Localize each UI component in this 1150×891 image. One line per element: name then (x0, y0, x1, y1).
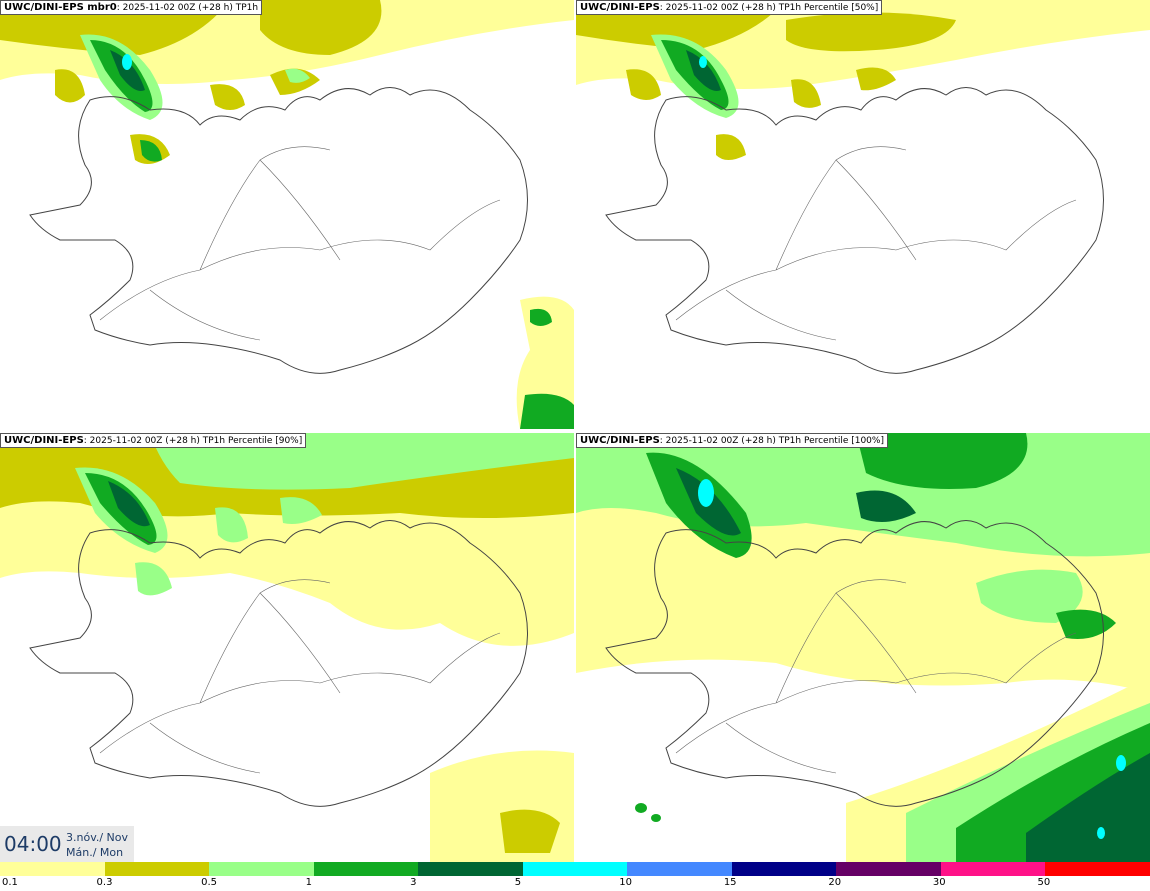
panel-title: UWC/DINI-EPS: 2025-11-02 00Z (+28 h) TP1… (576, 433, 888, 448)
legend-swatch (418, 862, 523, 876)
precip-map (0, 0, 574, 429)
legend-swatch (104, 862, 210, 876)
legend-swatch (313, 862, 419, 876)
legend-label: 30 (932, 877, 946, 888)
valid-date-line: 3.nóv./ Nov (66, 831, 129, 844)
coastline-iceland (605, 520, 1104, 807)
road-network (99, 579, 501, 774)
map-panel-percentile-50: UWC/DINI-EPS: 2025-11-02 00Z (+28 h) TP1… (576, 0, 1150, 429)
color-legend-bar (0, 862, 1150, 876)
precip-field (0, 433, 574, 862)
legend-label: 1 (305, 877, 312, 888)
valid-time-date: 3.nóv./ Nov Mán./ Mon (66, 830, 128, 860)
coastline-iceland (29, 520, 528, 807)
legend-swatch (836, 862, 941, 876)
legend-label: 50 (1037, 877, 1051, 888)
legend-swatch (522, 862, 628, 876)
legend-swatch (209, 862, 314, 876)
precip-field (576, 0, 1150, 160)
panel-title: UWC/DINI-EPS mbr0: 2025-11-02 00Z (+28 h… (0, 0, 263, 15)
legend-label: 3 (410, 877, 417, 888)
color-legend-labels: 0.1 0.3 0.5 1 3 5 10 15 20 30 50 (0, 877, 1150, 891)
road-network (675, 146, 1077, 341)
map-panel-member0: UWC/DINI-EPS mbr0: 2025-11-02 00Z (+28 h… (0, 0, 574, 429)
precip-map (576, 0, 1150, 374)
valid-day-line: Mán./ Mon (66, 846, 124, 859)
legend-label: 10 (619, 877, 632, 888)
panel-divider-horizontal (0, 429, 1150, 433)
legend-label: 20 (828, 877, 842, 888)
road-network (99, 146, 501, 341)
legend-label: 0.1 (2, 877, 18, 888)
precip-field (576, 433, 1150, 862)
panel-title: UWC/DINI-EPS: 2025-11-02 00Z (+28 h) TP1… (0, 433, 307, 448)
map-panel-percentile-90: UWC/DINI-EPS: 2025-11-02 00Z (+28 h) TP1… (0, 433, 574, 862)
legend-swatch (627, 862, 732, 876)
coastline-iceland (605, 87, 1104, 374)
map-panel-percentile-100: UWC/DINI-EPS: 2025-11-02 00Z (+28 h) TP1… (576, 433, 1150, 862)
legend-swatch (940, 862, 1046, 876)
precip-map (576, 433, 1150, 862)
legend-label: 15 (723, 877, 737, 888)
legend-swatch (731, 862, 837, 876)
coastline-iceland (29, 87, 528, 374)
legend-label: 0.3 (96, 877, 113, 888)
legend-label: 5 (514, 877, 522, 888)
valid-time-clock: 04:00 (4, 832, 62, 856)
legend-swatch (1045, 862, 1150, 876)
panel-title: UWC/DINI-EPS: 2025-11-02 00Z (+28 h) TP1… (576, 0, 883, 15)
valid-time-box: 04:00 3.nóv./ Nov Mán./ Mon (0, 826, 134, 862)
legend-swatch (0, 862, 105, 876)
road-network (675, 579, 1077, 774)
legend-label: 0.5 (201, 877, 217, 888)
precip-map (0, 433, 574, 862)
